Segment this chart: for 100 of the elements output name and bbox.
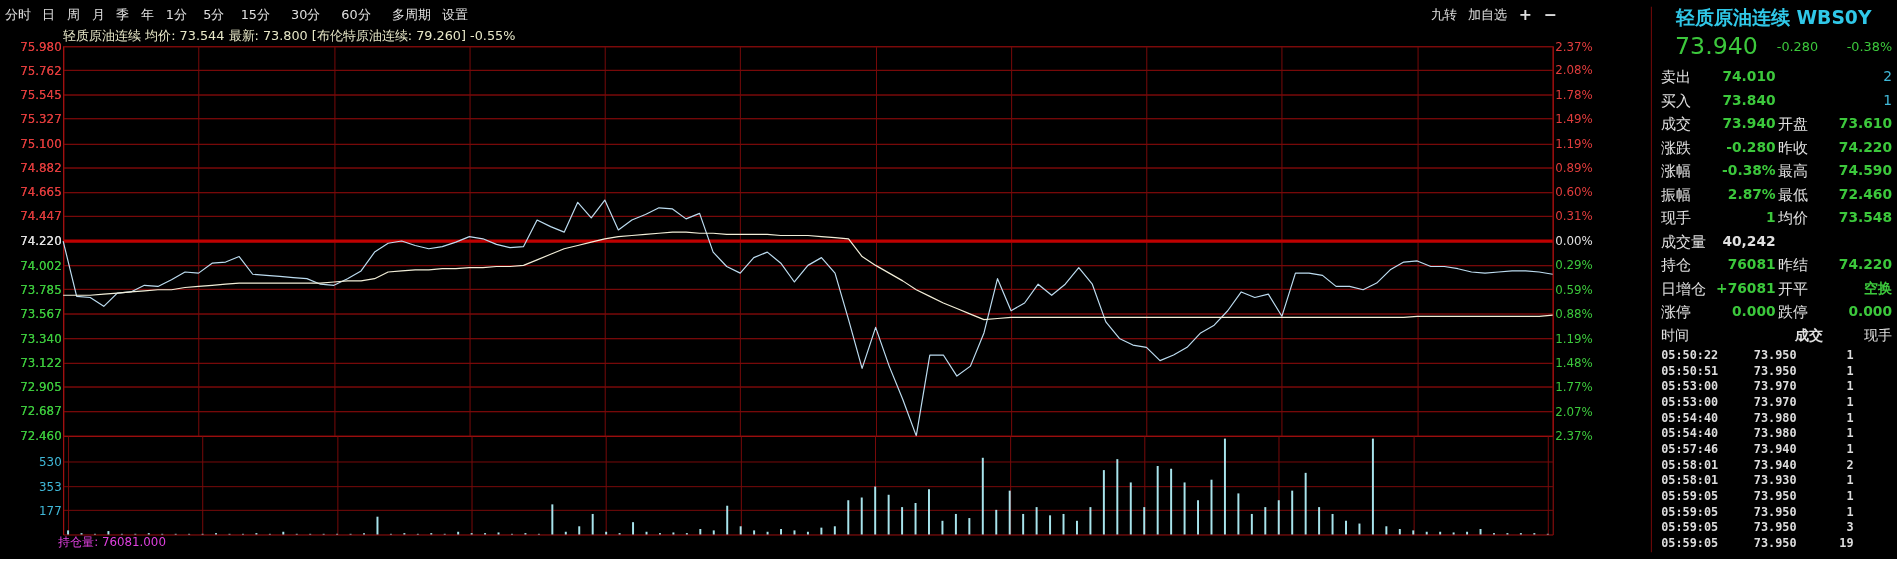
- y-tick-label: 75.980: [20, 39, 62, 54]
- text: -0.280: [1776, 39, 1819, 55]
- text: 振幅: [1661, 185, 1692, 203]
- text: 72.460: [1838, 185, 1893, 202]
- text: 1: [1883, 91, 1893, 108]
- text: 持仓: [1661, 256, 1692, 274]
- text: −: [1543, 4, 1557, 24]
- text: 40,242: [1722, 232, 1776, 249]
- text: +: [1518, 4, 1532, 24]
- text: 均价: [1776, 209, 1808, 227]
- y-tick-label: 73.340: [20, 331, 62, 346]
- text: 05:58:01 73.940 2: [1661, 457, 1854, 472]
- text: -0.280: [1726, 138, 1776, 155]
- text: 73.610: [1838, 115, 1893, 132]
- y2-tick-label: 0.59%: [1555, 282, 1593, 297]
- y2-tick-label: 1.48%: [1555, 356, 1593, 371]
- text: 74.220: [1838, 138, 1893, 155]
- text: 05:50:51 73.950 1: [1661, 363, 1854, 378]
- y-tick-label: 74.002: [20, 258, 62, 273]
- text: 1分: [165, 6, 187, 22]
- y-tick-label: 74.665: [20, 185, 62, 200]
- text: 昨结: [1777, 256, 1808, 274]
- text: -0.38%: [1846, 39, 1893, 55]
- text: 买入: [1661, 91, 1692, 109]
- text: 分时: [4, 6, 31, 22]
- text: 涨停: [1661, 303, 1692, 321]
- text: 日: [42, 6, 56, 22]
- text: 05:53:00 73.970 1: [1661, 394, 1854, 409]
- y2-tick-label: 0.29%: [1555, 258, 1593, 273]
- text: 05:50:22 73.950 1: [1661, 347, 1854, 362]
- text: 2.87%: [1727, 185, 1776, 202]
- text: 76081: [1727, 256, 1776, 273]
- text: 跌停: [1777, 303, 1808, 321]
- text: 05:53:00 73.970 1: [1661, 379, 1854, 394]
- text: 卖出: [1661, 68, 1692, 86]
- y2-tick-label: 1.19%: [1555, 136, 1593, 151]
- text: 73.548: [1838, 209, 1893, 226]
- y2-tick-label: 2.08%: [1555, 63, 1593, 78]
- text: 持仓量: 76081.000: [58, 535, 166, 550]
- y-tick-label: 75.545: [20, 87, 62, 102]
- text: +76081: [1716, 279, 1776, 296]
- text: 多周期: [391, 6, 431, 22]
- chart-title: 轻质原油连续 均价: 73.544 最新: 73.800 [布伦特原油连续: 79.260] -0.55%: [63, 28, 516, 44]
- y-tick-label: 72.460: [20, 429, 62, 444]
- text: 5分: [203, 6, 225, 22]
- text: 加自选: [1468, 6, 1508, 22]
- y2-tick-label: 2.37%: [1555, 39, 1593, 54]
- text: 成交量: [1661, 232, 1707, 250]
- text: 季: [116, 6, 130, 22]
- text: 时间: [1661, 326, 1690, 343]
- text: 现手: [1864, 326, 1893, 343]
- text: 60分: [341, 6, 371, 22]
- text: 05:59:05 73.950 3: [1661, 520, 1854, 535]
- y2-tick-label: 0.89%: [1555, 161, 1593, 176]
- text: 现手: [1661, 209, 1692, 227]
- y-tick-label: 74.220: [20, 234, 62, 249]
- text: 74.590: [1838, 162, 1893, 179]
- y2-tick-label: 0.88%: [1555, 306, 1593, 321]
- text: 05:59:05 73.950 19: [1661, 535, 1854, 550]
- text: 涨幅: [1661, 162, 1692, 180]
- y2-tick-label: 0.00%: [1555, 234, 1593, 249]
- text: 73.940: [1675, 32, 1758, 61]
- text: 30分: [291, 6, 321, 22]
- y-tick-label: 73.785: [20, 282, 62, 297]
- y2-tick-label: 0.60%: [1555, 185, 1593, 200]
- text: 年: [141, 6, 155, 22]
- y-tick-label: 73.567: [20, 306, 62, 321]
- text: 成交: [1661, 115, 1692, 133]
- y2-tick-label: 2.07%: [1555, 404, 1593, 419]
- y-tick-label: 75.762: [20, 63, 62, 78]
- text: 0.000: [1732, 303, 1776, 320]
- text: -0.38%: [1722, 162, 1776, 179]
- text: 最高: [1777, 162, 1808, 180]
- y2-tick-label: 1.49%: [1555, 111, 1593, 126]
- text: 74.220: [1838, 256, 1893, 273]
- y-tick-label: 75.100: [20, 137, 62, 152]
- text: 成交: [1794, 326, 1824, 343]
- y-tick-label: 72.905: [20, 380, 62, 395]
- text: 涨跌: [1661, 138, 1692, 156]
- y-tick-label: 75.327: [20, 111, 62, 126]
- text: 昨收: [1777, 138, 1808, 156]
- y-tick-label: 73.122: [20, 356, 62, 371]
- line-series: [62, 231, 1554, 321]
- text: 74.010: [1722, 68, 1776, 85]
- y-tick-label: 74.447: [20, 209, 62, 224]
- y-tick-label: 530: [39, 455, 62, 470]
- text: 05:54:40 73.980 1: [1661, 426, 1854, 441]
- y2-tick-label: 1.77%: [1555, 379, 1593, 394]
- y2-tick-label: 0.31%: [1555, 208, 1593, 223]
- y-tick-label: 72.687: [20, 404, 62, 419]
- y-tick-label: 177: [39, 503, 62, 518]
- text: 1: [1766, 209, 1776, 226]
- text: 73.840: [1722, 91, 1776, 108]
- text: 2: [1883, 68, 1893, 85]
- text: 开平: [1777, 279, 1808, 297]
- y2-tick-label: 1.19%: [1555, 332, 1593, 347]
- text: 73.940: [1722, 115, 1776, 132]
- y-tick-label: 74.882: [20, 161, 62, 176]
- y2-tick-label: 1.78%: [1555, 88, 1593, 103]
- text: 周: [67, 6, 81, 22]
